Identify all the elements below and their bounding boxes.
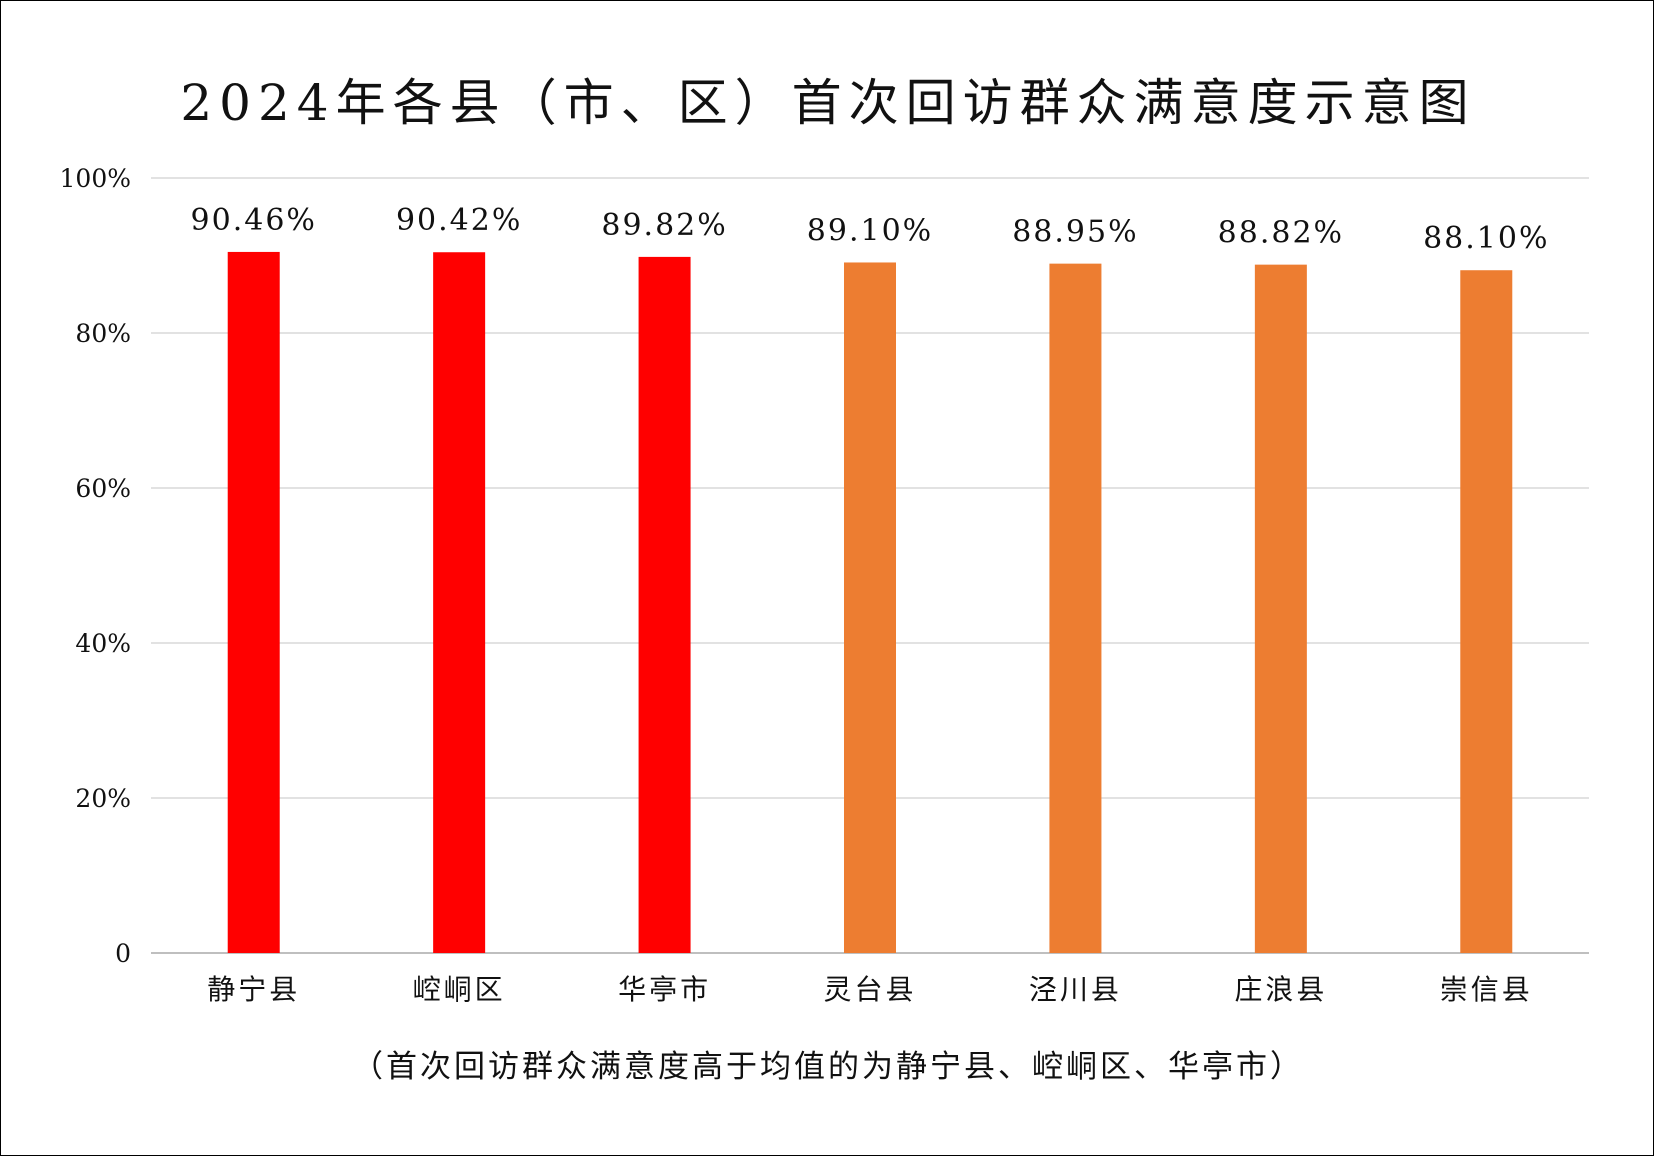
data-label: 88.82% xyxy=(1218,216,1344,251)
x-tick-label: 泾川县 xyxy=(1029,973,1122,1006)
x-tick-label: 庄浪县 xyxy=(1234,973,1327,1006)
chart-title: 2024年各县（市、区）首次回访群众满意度示意图 xyxy=(180,74,1476,132)
y-tick-label: 0 xyxy=(115,939,131,968)
data-label: 88.10% xyxy=(1423,221,1549,256)
chart-caption: （首次回访群众满意度高于均值的为静宁县、崆峒区、华亭市） xyxy=(352,1049,1304,1085)
y-tick-label: 80% xyxy=(75,319,131,348)
bar xyxy=(1460,270,1513,954)
bar xyxy=(844,262,896,954)
y-tick-label: 20% xyxy=(75,784,131,813)
bar xyxy=(433,252,486,953)
data-label: 89.82% xyxy=(601,208,727,243)
bar xyxy=(227,251,280,953)
y-tick-label: 40% xyxy=(75,629,131,658)
labels: 0 20% 40% 60% 80% 100% 90.46% 静宁县 90.42% 崆峒区 89.82… xyxy=(60,164,1549,1006)
x-tick-label: 华亭市 xyxy=(618,973,711,1006)
data-label: 89.10% xyxy=(807,213,933,248)
x-tick-label: 崆峒区 xyxy=(413,973,506,1006)
y-tick-label: 100% xyxy=(60,164,131,193)
x-tick-label: 灵台县 xyxy=(823,973,916,1006)
bars xyxy=(227,251,1513,954)
bar xyxy=(638,256,691,953)
x-tick-label: 崇信县 xyxy=(1440,973,1533,1006)
data-label: 90.46% xyxy=(191,203,317,238)
data-label: 90.42% xyxy=(396,203,522,238)
y-tick-label: 60% xyxy=(75,474,131,503)
bar xyxy=(1254,264,1307,953)
data-label: 88.95% xyxy=(1012,215,1138,250)
bar xyxy=(1049,263,1102,953)
x-tick-label: 静宁县 xyxy=(207,973,300,1006)
